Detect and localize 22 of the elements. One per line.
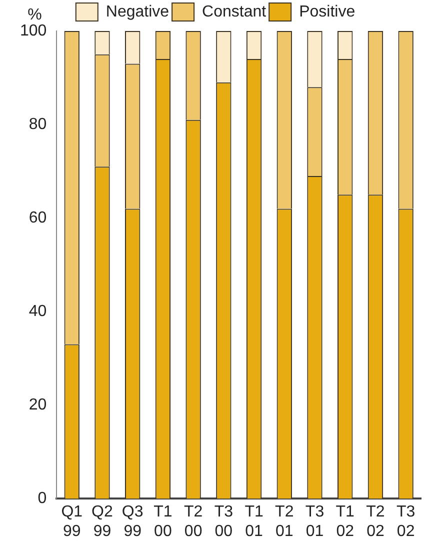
y-tick-label: 0 [38,490,47,508]
legend-label: Constant [202,3,267,20]
x-tick-label: T3 01 [305,504,324,540]
x-tick-label: T1 01 [244,504,264,540]
y-tick-label: 80 [28,116,47,133]
y-tick-label: 60 [28,209,47,226]
x-tick-label: T2 01 [275,504,294,540]
x-tick-label: Q3 99 [122,504,144,540]
y-axis-title: % [28,6,42,24]
legend-label: Negative [106,3,170,20]
x-tick-label: T3 02 [396,504,416,540]
x-tick-label: Q2 99 [92,504,114,540]
y-tick-label: 100 [20,22,47,40]
x-tick-label: T2 02 [366,504,385,540]
y-tick-label: 20 [28,396,47,414]
x-tick-label: Q1 99 [61,504,83,540]
x-tick-label: T1 00 [154,504,172,540]
x-tick-label: T1 02 [336,504,355,540]
x-tick-label: T3 00 [214,504,234,540]
y-tick-label: 40 [28,302,47,320]
x-tick-label: T2 00 [184,504,203,540]
legend-label: Positive [299,3,356,20]
